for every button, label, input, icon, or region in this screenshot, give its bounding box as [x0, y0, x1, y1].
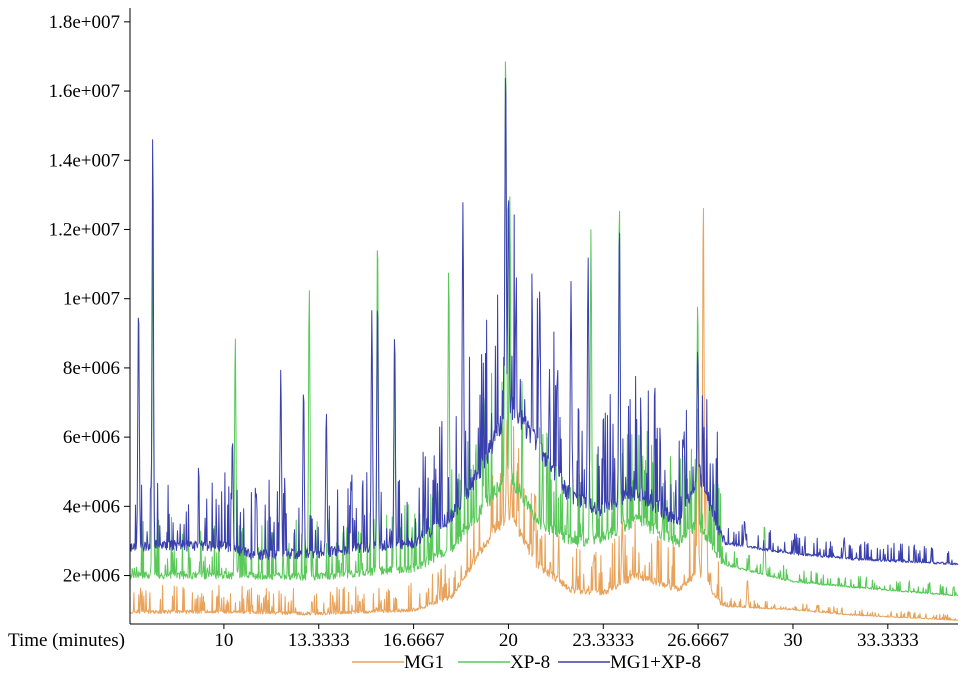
x-tick-label: 33.3333	[857, 630, 919, 651]
series-layer	[129, 61, 959, 621]
y-tick-label: 8e+006	[63, 358, 120, 379]
legend-label: MG1+XP-8	[610, 652, 701, 673]
series-line-mg1	[129, 207, 959, 621]
legend: MG1 XP-8 MG1+XP-8	[352, 652, 701, 673]
y-tick-label: 1.2e+007	[49, 219, 120, 240]
series-line-mg1-xp-8	[129, 77, 959, 566]
series-line-xp-8	[129, 61, 959, 597]
y-tick-label: 2e+006	[63, 566, 120, 587]
x-tick-label: 20	[499, 630, 518, 651]
x-axis-ticks: 10 13.3333 16.6667 20 23.3333 26.6667 30 33.333…	[214, 624, 919, 651]
x-tick-label: 30	[783, 630, 802, 651]
legend-label: XP-8	[510, 652, 550, 673]
y-axis-ticks: 2e+006 4e+006 6e+006 8e+006 1e+007 1.2e+007 1.…	[49, 12, 130, 587]
y-tick-label: 1e+007	[63, 289, 120, 310]
legend-label: MG1	[404, 652, 444, 673]
y-tick-label: 1.6e+007	[49, 81, 120, 102]
y-tick-label: 1.4e+007	[49, 150, 120, 171]
x-tick-label: 26.6667	[667, 630, 729, 651]
x-tick-label: 23.3333	[572, 630, 634, 651]
x-tick-label: 10	[214, 630, 233, 651]
x-axis-label: Time (minutes)	[8, 630, 125, 651]
x-tick-label: 13.3333	[288, 630, 350, 651]
y-tick-label: 1.8e+007	[49, 12, 120, 33]
y-tick-label: 4e+006	[63, 496, 120, 517]
y-tick-label: 6e+006	[63, 427, 120, 448]
x-tick-label: 16.6667	[383, 630, 445, 651]
